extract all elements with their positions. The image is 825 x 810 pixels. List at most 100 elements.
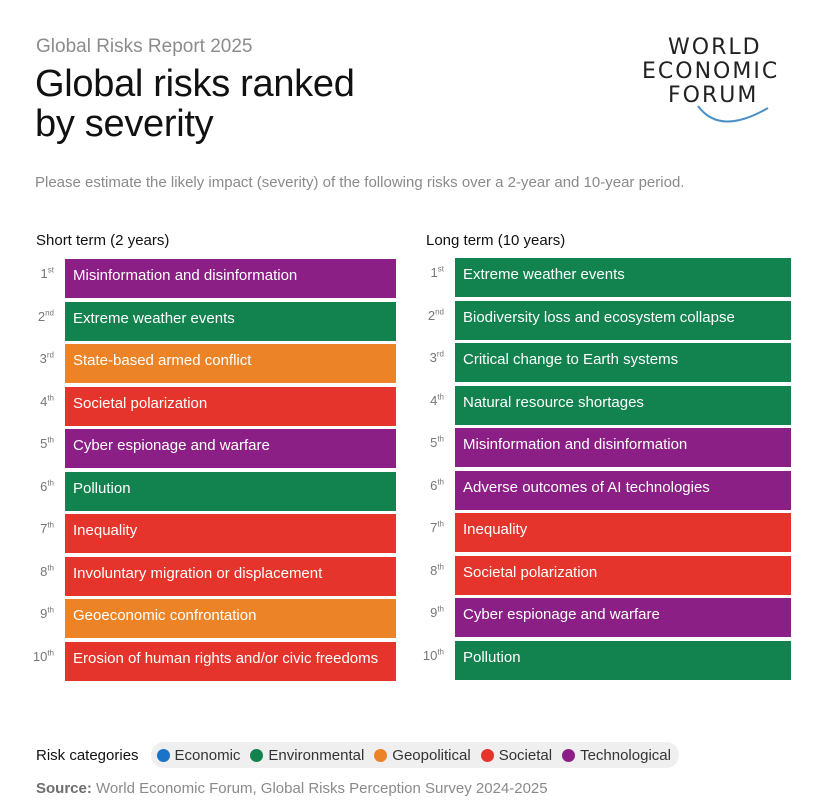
logo-line-forum: FORUM bbox=[668, 83, 759, 108]
long-rank-10: 10th bbox=[414, 648, 444, 663]
logo-line-world: WORLD bbox=[668, 35, 762, 60]
rank-suffix: nd bbox=[45, 308, 54, 318]
legend-dot-icon bbox=[250, 748, 264, 762]
rank-suffix: st bbox=[47, 265, 54, 275]
rank-number: 9 bbox=[40, 606, 48, 621]
column-heading-long: Long term (10 years) bbox=[426, 232, 566, 249]
long-rank-8: 8th bbox=[414, 563, 444, 578]
rank-suffix: th bbox=[437, 562, 444, 572]
rank-suffix: th bbox=[437, 434, 444, 444]
legend-label: Environmental bbox=[268, 746, 365, 764]
long-rank-9: 9th bbox=[414, 605, 444, 620]
rank-suffix: th bbox=[437, 392, 444, 402]
rank-suffix: th bbox=[47, 520, 54, 530]
rank-suffix: nd bbox=[435, 307, 444, 317]
long-rank-2: 2nd bbox=[414, 308, 444, 323]
short-risk-bar-4: Societal polarization bbox=[65, 386, 396, 426]
legend: Risk categories Economic Environmental Geo… bbox=[36, 742, 679, 768]
legend-pill: Economic Environmental Geopolitical Societa… bbox=[150, 742, 679, 768]
source-line: Source: World Economic Forum, Global Ris… bbox=[36, 780, 548, 797]
long-risk-bar-8: Societal polarization bbox=[455, 555, 791, 595]
short-rank-2: 2nd bbox=[24, 309, 54, 324]
short-rank-5: 5th bbox=[24, 436, 54, 451]
rank-number: 1 bbox=[430, 265, 438, 280]
rank-number: 7 bbox=[40, 521, 48, 536]
rank-number: 10 bbox=[422, 647, 438, 663]
rank-number: 2 bbox=[37, 308, 46, 324]
wef-logo: WORLD ECONOMIC FORUM bbox=[640, 36, 800, 131]
short-risk-bar-5: Cyber espionage and warfare bbox=[65, 429, 396, 468]
rank-number: 7 bbox=[430, 520, 438, 535]
long-risk-bar-2: Biodiversity loss and ecosystem collapse bbox=[455, 300, 791, 340]
short-rank-10: 10th bbox=[24, 649, 54, 664]
rank-suffix: st bbox=[437, 264, 444, 274]
long-risk-bar-1: Extreme weather events bbox=[455, 258, 791, 297]
rank-suffix: th bbox=[437, 647, 444, 657]
legend-dot-icon bbox=[374, 748, 388, 762]
legend-label: Societal bbox=[498, 746, 553, 764]
short-rank-9: 9th bbox=[24, 606, 54, 621]
long-risk-bar-5: Misinformation and disinformation bbox=[455, 428, 791, 467]
rank-suffix: th bbox=[47, 435, 54, 445]
title-line-2: by severity bbox=[35, 103, 214, 145]
rank-number: 8 bbox=[430, 562, 438, 578]
short-risk-bar-7: Inequality bbox=[65, 514, 396, 553]
rank-number: 5 bbox=[40, 436, 48, 451]
legend-item-environmental: Environmental bbox=[250, 747, 364, 764]
column-heading-short: Short term (2 years) bbox=[36, 232, 170, 249]
rank-suffix: th bbox=[437, 519, 444, 529]
legend-label: Economic bbox=[174, 746, 241, 764]
short-rank-7: 7th bbox=[24, 521, 54, 536]
short-rank-6: 6th bbox=[24, 479, 54, 494]
page-title: Global risks ranked by severity bbox=[35, 64, 435, 144]
short-rank-3: 3rd bbox=[24, 351, 54, 366]
legend-dot-icon bbox=[480, 748, 494, 762]
short-risk-bar-6: Pollution bbox=[65, 471, 396, 511]
long-rank-3: 3rd bbox=[414, 350, 444, 365]
long-risk-bar-10: Pollution bbox=[455, 640, 791, 680]
legend-item-economic: Economic bbox=[156, 746, 241, 764]
short-risk-bar-2: Extreme weather events bbox=[65, 301, 396, 341]
report-label: Global Risks Report 2025 bbox=[36, 36, 253, 57]
rank-number: 4 bbox=[40, 393, 48, 409]
rank-number: 4 bbox=[430, 392, 438, 408]
rank-number: 5 bbox=[430, 435, 438, 450]
long-risk-bar-6: Adverse outcomes of AI technologies bbox=[455, 470, 791, 510]
short-risk-bar-8: Involuntary migration or displacement bbox=[65, 556, 396, 596]
rank-number: 3 bbox=[429, 350, 437, 365]
short-risk-bar-1: Misinformation and disinformation bbox=[65, 259, 396, 298]
source-label: Source: bbox=[36, 780, 92, 797]
rank-number: 6 bbox=[40, 478, 48, 494]
long-rank-1: 1st bbox=[414, 265, 444, 280]
rank-suffix: th bbox=[437, 477, 444, 487]
legend-item-technological: Technological bbox=[562, 747, 671, 764]
legend-dot-icon bbox=[156, 748, 170, 762]
rank-number: 1 bbox=[40, 266, 48, 281]
rank-suffix: th bbox=[47, 478, 54, 488]
logo-line-economic: ECONOMIC bbox=[642, 59, 780, 84]
short-risk-bar-9: Geoeconomic confrontation bbox=[65, 599, 396, 638]
long-rank-7: 7th bbox=[414, 520, 444, 535]
legend-dot-icon bbox=[562, 748, 576, 762]
rank-number: 6 bbox=[430, 477, 438, 493]
short-rank-1: 1st bbox=[24, 266, 54, 281]
title-line-1: Global risks ranked bbox=[35, 63, 355, 105]
rank-number: 2 bbox=[427, 307, 436, 323]
rank-suffix: th bbox=[47, 393, 54, 403]
short-risk-bar-3: State-based armed conflict bbox=[65, 344, 396, 383]
rank-suffix: th bbox=[47, 605, 54, 615]
rank-number: 8 bbox=[40, 563, 48, 579]
rank-suffix: th bbox=[47, 563, 54, 573]
rank-suffix: th bbox=[437, 604, 444, 614]
long-risk-bar-9: Cyber espionage and warfare bbox=[455, 598, 791, 637]
legend-title: Risk categories bbox=[36, 746, 139, 764]
legend-item-societal: Societal bbox=[480, 746, 553, 764]
long-risk-bar-4: Natural resource shortages bbox=[455, 385, 791, 425]
long-rank-5: 5th bbox=[414, 435, 444, 450]
legend-label: Technological bbox=[580, 746, 671, 764]
legend-item-geopolitical: Geopolitical bbox=[374, 747, 471, 764]
rank-suffix: rd bbox=[46, 350, 54, 360]
long-risk-bar-3: Critical change to Earth systems bbox=[455, 343, 791, 382]
short-rank-4: 4th bbox=[24, 394, 54, 409]
logo-arc-icon bbox=[697, 105, 769, 123]
